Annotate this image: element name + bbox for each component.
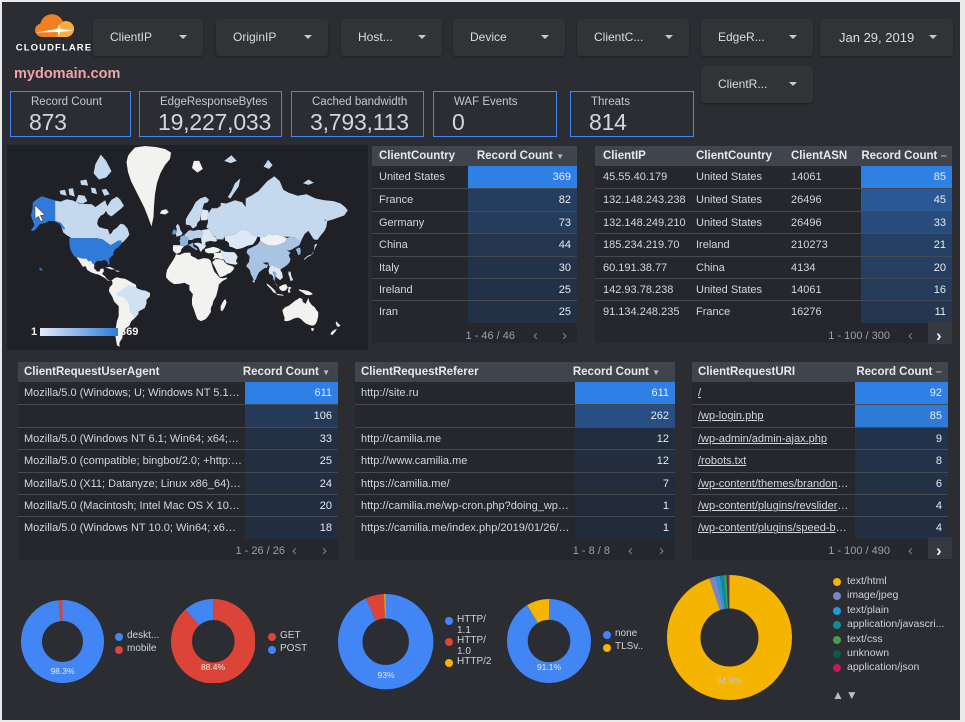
- svg-text:CLOUDFLARE: CLOUDFLARE: [16, 43, 92, 54]
